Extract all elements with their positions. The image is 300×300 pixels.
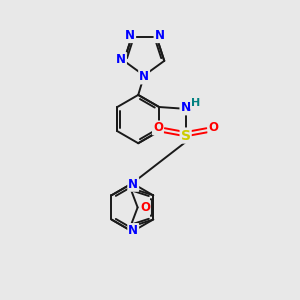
Text: N: N xyxy=(125,29,135,42)
Text: N: N xyxy=(116,53,126,66)
Text: H: H xyxy=(191,98,200,108)
Text: N: N xyxy=(180,101,191,114)
Text: O: O xyxy=(208,122,218,134)
Text: N: N xyxy=(139,70,149,83)
Text: N: N xyxy=(128,224,138,237)
Text: N: N xyxy=(154,29,164,42)
Text: O: O xyxy=(153,122,163,134)
Text: N: N xyxy=(128,178,138,191)
Text: O: O xyxy=(140,201,150,214)
Text: S: S xyxy=(181,129,190,142)
